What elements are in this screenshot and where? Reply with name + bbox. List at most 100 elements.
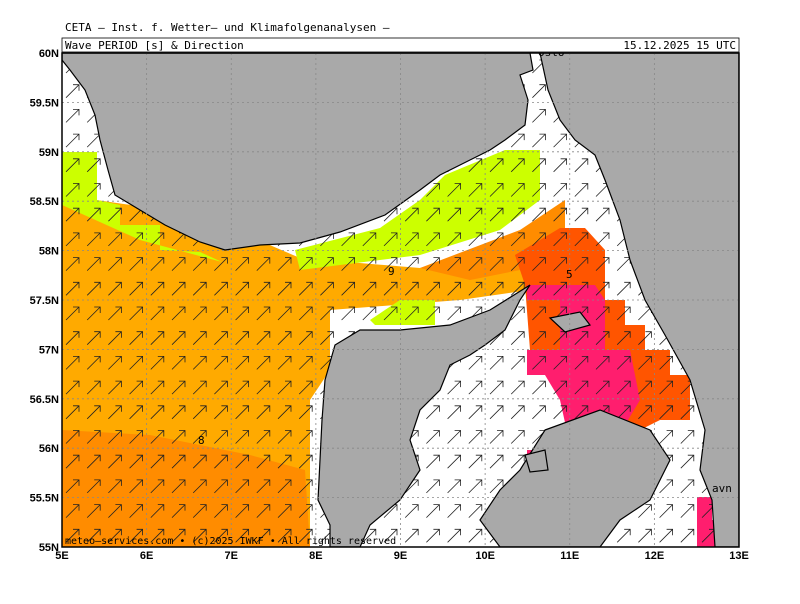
arrow xyxy=(553,232,567,247)
x-tick-label: 7E xyxy=(225,550,238,562)
arrow xyxy=(489,281,504,296)
arrow xyxy=(171,281,186,296)
arrow xyxy=(362,257,377,271)
period-field xyxy=(527,285,640,445)
arrow xyxy=(468,454,483,469)
arrow xyxy=(532,331,546,345)
arrow xyxy=(468,232,483,247)
arrow xyxy=(383,306,398,321)
arrow xyxy=(447,257,461,271)
x-tick-label: 13E xyxy=(729,550,749,562)
arrow xyxy=(510,207,525,222)
arrow xyxy=(235,405,249,420)
arrow xyxy=(447,479,461,494)
arrow xyxy=(214,306,228,321)
arrow xyxy=(680,454,695,469)
arrow xyxy=(532,281,546,296)
arrow xyxy=(86,380,101,395)
arrow xyxy=(298,257,313,271)
arrow xyxy=(489,454,504,469)
arrow xyxy=(447,380,461,395)
arrow xyxy=(65,133,80,148)
arrow xyxy=(86,306,101,321)
grid xyxy=(62,53,739,547)
land-sweden xyxy=(539,53,739,547)
arrow xyxy=(192,454,207,469)
arrow xyxy=(574,158,589,173)
arrow xyxy=(171,331,186,345)
arrow xyxy=(680,528,695,543)
arrow xyxy=(235,380,249,395)
arrow xyxy=(553,207,567,222)
arrow xyxy=(616,405,631,420)
arrow xyxy=(150,306,165,321)
arrow xyxy=(404,306,419,321)
arrow xyxy=(65,232,80,247)
arrow xyxy=(553,356,567,370)
arrow xyxy=(426,430,440,444)
arrow xyxy=(65,257,80,271)
header-parameter: Wave PERIOD [s] & Direction xyxy=(65,39,244,52)
arrow xyxy=(341,232,355,247)
arrow xyxy=(383,257,398,271)
arrow xyxy=(277,430,292,444)
arrow xyxy=(235,306,249,321)
arrow xyxy=(659,479,673,494)
arrow xyxy=(298,380,313,395)
arrow xyxy=(65,454,80,469)
arrow xyxy=(553,257,567,271)
y-tick-label: 59.5N xyxy=(30,97,59,109)
arrow xyxy=(129,356,143,370)
arrow xyxy=(447,306,461,321)
arrow xyxy=(510,380,525,395)
arrow xyxy=(468,183,483,197)
arrow xyxy=(256,306,271,321)
arrow xyxy=(616,528,631,543)
arrow xyxy=(150,380,165,395)
arrow xyxy=(447,504,461,518)
arrow xyxy=(510,158,525,173)
arrow xyxy=(638,504,652,518)
arrow xyxy=(616,380,631,395)
arrow xyxy=(171,479,186,494)
arrow xyxy=(574,232,589,247)
arrow xyxy=(426,504,440,518)
arrow xyxy=(235,504,249,518)
arrow xyxy=(277,356,292,370)
arrow xyxy=(214,281,228,296)
arrow xyxy=(235,528,249,543)
arrow xyxy=(150,405,165,420)
arrow xyxy=(510,281,525,296)
arrow xyxy=(277,257,292,271)
arrow xyxy=(468,356,483,370)
map-area: Oslo avn 9 5 8 meteo–services.com • (c)2… xyxy=(62,53,739,547)
arrow xyxy=(108,306,122,321)
arrow xyxy=(108,232,122,247)
arrow xyxy=(108,430,122,444)
arrow xyxy=(235,356,249,370)
arrow xyxy=(659,528,673,543)
arrow xyxy=(150,257,165,271)
arrow xyxy=(659,504,673,518)
arrow xyxy=(108,356,122,370)
y-tick-label: 57.5N xyxy=(30,295,59,307)
arrow xyxy=(553,158,567,173)
arrow xyxy=(426,207,440,222)
y-tick-label: 56.5N xyxy=(30,394,59,406)
arrow xyxy=(214,528,228,543)
y-tick-label: 60N xyxy=(39,48,59,60)
arrow xyxy=(404,479,419,494)
arrow xyxy=(129,430,143,444)
y-tick-label: 58.5N xyxy=(30,196,59,208)
arrow xyxy=(86,257,101,271)
y-tick-label: 56N xyxy=(39,443,59,455)
arrow xyxy=(298,306,313,321)
arrow xyxy=(214,454,228,469)
arrow xyxy=(616,356,631,370)
arrow xyxy=(404,504,419,518)
arrow xyxy=(235,454,249,469)
arrow xyxy=(532,84,546,98)
arrow xyxy=(447,281,461,296)
arrow xyxy=(320,257,334,271)
arrow xyxy=(468,430,483,444)
